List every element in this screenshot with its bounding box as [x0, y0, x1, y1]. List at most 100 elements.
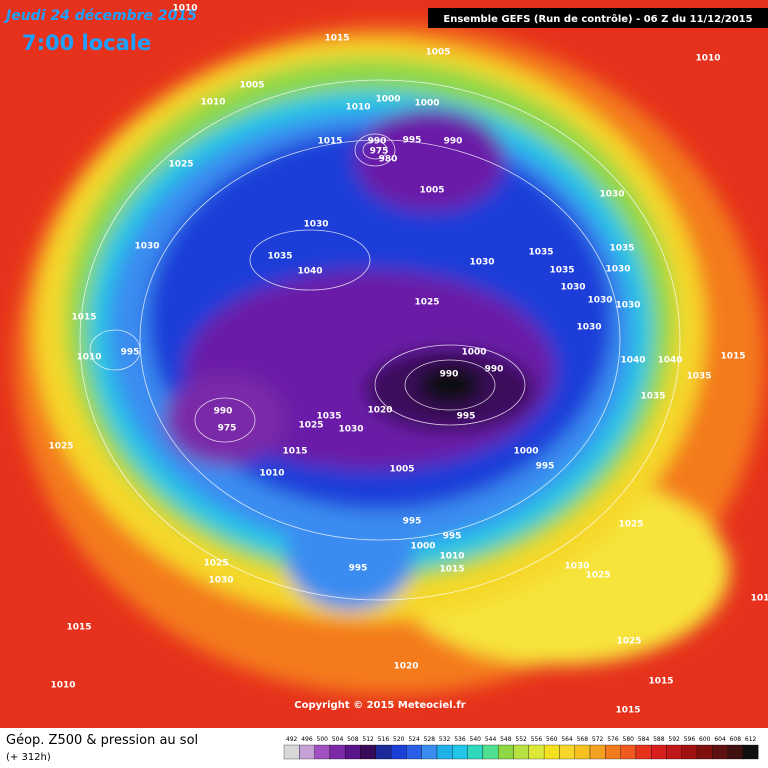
isobar-label: 1015	[66, 623, 91, 633]
scale-label: 600	[699, 736, 711, 743]
isobar-label: 1015	[317, 137, 342, 147]
scale-label: 544	[485, 736, 497, 743]
isobar-label: 1015	[324, 34, 349, 44]
scale-label: 612	[745, 736, 757, 743]
copyright: Copyright © 2015 Meteociel.fr	[294, 700, 465, 711]
isobar-label: 1005	[389, 465, 414, 475]
scale-label: 572	[592, 736, 604, 743]
run-info: Ensemble GEFS (Run de contrôle) - 06 Z d…	[443, 13, 752, 25]
isobar-label: 1005	[419, 186, 444, 196]
isobar-label: 1035	[640, 392, 665, 402]
scale-swatch	[681, 744, 698, 760]
scale-swatch	[574, 744, 591, 760]
scale-swatch	[559, 744, 575, 760]
scale-swatch	[635, 744, 652, 760]
isobar-label: 1010	[695, 54, 720, 64]
scale-swatch	[345, 744, 361, 760]
scale-label: 496	[301, 736, 313, 743]
scale-swatch	[712, 744, 728, 760]
isobar-label: 1025	[616, 637, 641, 647]
scale-swatch	[375, 744, 392, 760]
scale-swatch	[360, 744, 376, 760]
scale-label: 492	[286, 736, 298, 743]
isobar-label: 1030	[605, 265, 630, 275]
isobar-label: 1020	[367, 406, 392, 416]
scale-label: 524	[408, 736, 420, 743]
isobar-label: 1035	[686, 372, 711, 382]
isobar-label: 1025	[618, 520, 643, 530]
scale-label: 576	[607, 736, 619, 743]
scale-swatch	[314, 744, 331, 760]
isobar-label: 1025	[48, 442, 73, 452]
isobar-label: 980	[379, 155, 398, 165]
isobar-label: 1025	[585, 571, 610, 581]
scale-swatch	[727, 744, 744, 760]
scale-swatch	[421, 744, 438, 760]
isobar-label: 1010	[76, 353, 101, 363]
color-scale: 492 496 500 504 508 512 516 520 524 528 532 536 540 5…	[283, 736, 759, 760]
scale-label: 588	[653, 736, 665, 743]
scale-label: 560	[546, 736, 558, 743]
lead-time: (+ 312h)	[6, 752, 51, 763]
isobar-label: 995	[121, 348, 140, 358]
isobar-label: 1035	[549, 266, 574, 276]
isobar-label: 1030	[615, 301, 640, 311]
scale-swatch	[696, 744, 713, 760]
isobar-label: 1030	[564, 562, 589, 572]
scale-swatch	[589, 744, 606, 760]
isobar-label: 1015	[282, 447, 307, 457]
geopotential-field	[0, 0, 768, 728]
isobar-label: 1030	[587, 296, 612, 306]
scale-label: 536	[454, 736, 466, 743]
isobar-label: 1010	[259, 469, 284, 479]
scale-label: 504	[332, 736, 344, 743]
scale-swatch	[452, 744, 468, 760]
scale-label: 564	[561, 736, 573, 743]
scale-swatch	[742, 744, 759, 760]
isobar-label: 1040	[620, 356, 645, 366]
scale-label: 508	[347, 736, 359, 743]
scale-swatch	[467, 744, 484, 760]
scale-label: 584	[638, 736, 650, 743]
isobar-label: 990	[214, 407, 233, 417]
scale-swatch	[513, 744, 529, 760]
isobar-label: 1010	[200, 98, 225, 108]
isobar-label: 975	[370, 147, 389, 157]
isobar-label: 1035	[528, 248, 553, 258]
scale-label: 568	[577, 736, 589, 743]
time: 7:00 locale	[22, 31, 151, 55]
scale-swatch	[482, 744, 499, 760]
scale-label: 512	[362, 736, 374, 743]
isobar-label: 990	[485, 365, 504, 375]
scale-swatch	[283, 744, 300, 760]
isobar-label: 1035	[316, 412, 341, 422]
scale-swatch	[299, 744, 315, 760]
isobar-label: 1040	[657, 356, 682, 366]
scale-label: 592	[668, 736, 680, 743]
scale-label: 540	[470, 736, 482, 743]
scale-label: 516	[378, 736, 390, 743]
scale-label: 520	[393, 736, 405, 743]
isobar-label: 1030	[469, 258, 494, 268]
scale-swatch	[543, 744, 560, 760]
scale-label: 556	[531, 736, 543, 743]
scale-swatch	[406, 744, 422, 760]
scale-label: 532	[439, 736, 451, 743]
isobar-label: 101	[751, 594, 768, 604]
scale-swatch	[436, 744, 453, 760]
isobar-label: 1030	[599, 190, 624, 200]
isobar-label: 1030	[303, 220, 328, 230]
isobar-label: 1030	[338, 425, 363, 435]
scale-label: 500	[317, 736, 329, 743]
isobar-label: 1030	[134, 242, 159, 252]
isobar-label: 1025	[414, 298, 439, 308]
isobar-label: 1035	[609, 244, 634, 254]
isobar-label: 1025	[203, 559, 228, 569]
isobar-label: 990	[368, 137, 387, 147]
isobar-label: 1010	[172, 4, 197, 14]
isobar-label: 975	[218, 424, 237, 434]
date: Jeudi 24 décembre 2015	[3, 8, 197, 24]
isobar-label: 1030	[560, 283, 585, 293]
scale-label: 528	[424, 736, 436, 743]
isobar-label: 995	[536, 462, 555, 472]
